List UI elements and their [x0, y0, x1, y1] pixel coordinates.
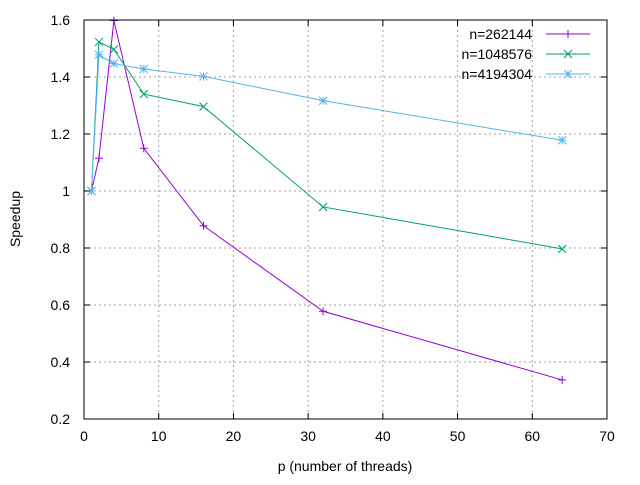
- series-3: [87, 50, 567, 196]
- plot-frame: [83, 19, 608, 420]
- grid-layer: [84, 20, 607, 419]
- x-tick-label: 0: [80, 428, 88, 444]
- data-point: [94, 50, 104, 60]
- data-point: [557, 244, 567, 254]
- x-tick-label: 10: [151, 428, 167, 444]
- legend-label: n=1048576: [462, 46, 533, 62]
- data-point: [139, 89, 149, 99]
- x-tick-label: 70: [599, 428, 615, 444]
- y-tick-label: 0.4: [51, 354, 71, 370]
- x-axis-label: p (number of threads): [278, 458, 413, 474]
- legend-marker: [563, 49, 573, 59]
- data-point: [94, 154, 103, 163]
- legend-entry: n=262144: [469, 26, 590, 42]
- legend: n=262144 n=1048576 n=4194304: [462, 26, 590, 82]
- data-point: [199, 72, 208, 81]
- data-point: [318, 96, 328, 106]
- y-tick-label: 1.4: [51, 69, 71, 85]
- data-point: [139, 64, 149, 74]
- tick-layer: 0 10 20 30 40 50 60 70 0.2 0.4 0.6 0.8 1 1.2 1.4 1.6: [51, 12, 615, 444]
- data-point: [199, 221, 208, 230]
- data-point: [558, 375, 567, 384]
- series-layer: [87, 16, 567, 384]
- x-tick-label: 20: [226, 428, 242, 444]
- y-tick-label: 0.8: [51, 240, 71, 256]
- x-tick-label: 40: [375, 428, 391, 444]
- x-tick-label: 50: [450, 428, 466, 444]
- legend-entry: n=1048576: [462, 46, 590, 62]
- x-tick-label: 60: [524, 428, 540, 444]
- y-tick-label: 1.6: [51, 12, 71, 28]
- data-point: [319, 307, 328, 316]
- y-axis-label: Speedup: [7, 191, 23, 247]
- series-1: [87, 16, 567, 384]
- data-point: [139, 144, 148, 153]
- data-point: [557, 135, 567, 145]
- legend-marker: [563, 69, 573, 79]
- data-point: [199, 102, 208, 111]
- legend-label: n=4194304: [462, 66, 533, 82]
- y-tick-label: 1: [62, 183, 70, 199]
- data-point: [109, 45, 119, 54]
- y-tick-label: 0.2: [51, 411, 71, 427]
- legend-label: n=262144: [469, 26, 532, 42]
- legend-marker: [564, 30, 572, 38]
- y-tick-label: 0.6: [51, 297, 71, 313]
- x-tick-label: 30: [300, 428, 316, 444]
- data-point: [109, 59, 119, 68]
- y-tick-label: 1.2: [51, 126, 71, 142]
- data-point: [318, 202, 328, 212]
- data-point: [109, 16, 118, 25]
- legend-entry: n=4194304: [462, 66, 590, 82]
- data-point: [94, 37, 104, 47]
